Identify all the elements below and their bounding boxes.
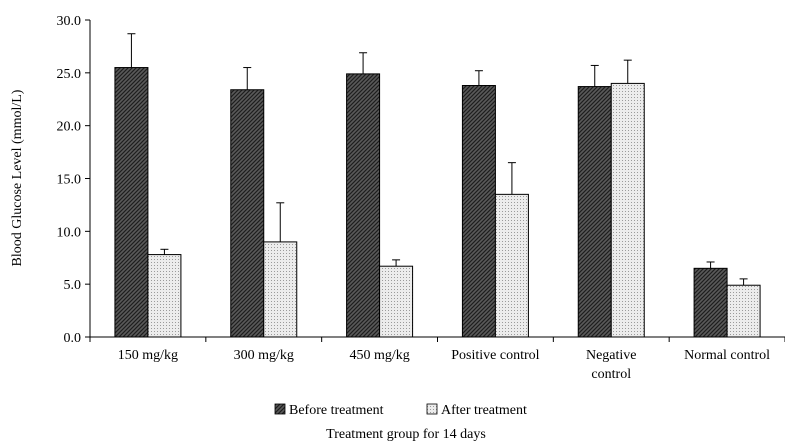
y-tick-label: 10.0 (57, 225, 82, 240)
bar-before-treatment (577, 86, 612, 338)
bar-before-treatment (693, 267, 728, 338)
x-axis-label: Treatment group for 14 days (326, 427, 486, 442)
x-tick-label: Normal control (684, 348, 770, 363)
bar-before-treatment (230, 89, 265, 338)
y-axis-label: Blood Glucose Level (mmol/L) (10, 89, 25, 266)
y-tick-label: 15.0 (57, 173, 82, 188)
bar-after-treatment (726, 284, 761, 338)
x-tick-label: control (591, 367, 631, 382)
y-tick-label: 30.0 (57, 14, 82, 29)
x-tick-label: 450 mg/kg (349, 348, 409, 363)
x-tick-label: Positive control (451, 348, 539, 363)
y-tick-label: 20.0 (57, 120, 82, 135)
bar-after-treatment (379, 265, 414, 338)
bar-after-treatment (494, 193, 529, 338)
bar-before-treatment (346, 73, 381, 338)
y-tick-label: 0.0 (64, 331, 82, 346)
legend-label-after: After treatment (441, 403, 527, 418)
y-tick-label: 25.0 (57, 67, 82, 82)
x-tick-label: Negative (586, 348, 637, 363)
bar-after-treatment (263, 241, 298, 338)
bar-after-treatment (147, 254, 182, 338)
y-tick-label: 5.0 (64, 278, 82, 293)
legend: Before treatment After treatment (274, 403, 527, 418)
bar-before-treatment (461, 85, 496, 338)
bar-before-treatment (114, 67, 149, 338)
legend-swatch-after (426, 403, 438, 415)
legend-swatch-before (274, 403, 286, 415)
bar-after-treatment (610, 82, 645, 338)
x-tick-label: 300 mg/kg (234, 348, 294, 363)
x-tick-label: 150 mg/kg (118, 348, 178, 363)
plot-area: 0.0 5.0 10.0 15.0 20.0 25.0 30.0 150 mg/kg 300 m… (57, 14, 785, 382)
legend-label-before: Before treatment (289, 403, 384, 418)
